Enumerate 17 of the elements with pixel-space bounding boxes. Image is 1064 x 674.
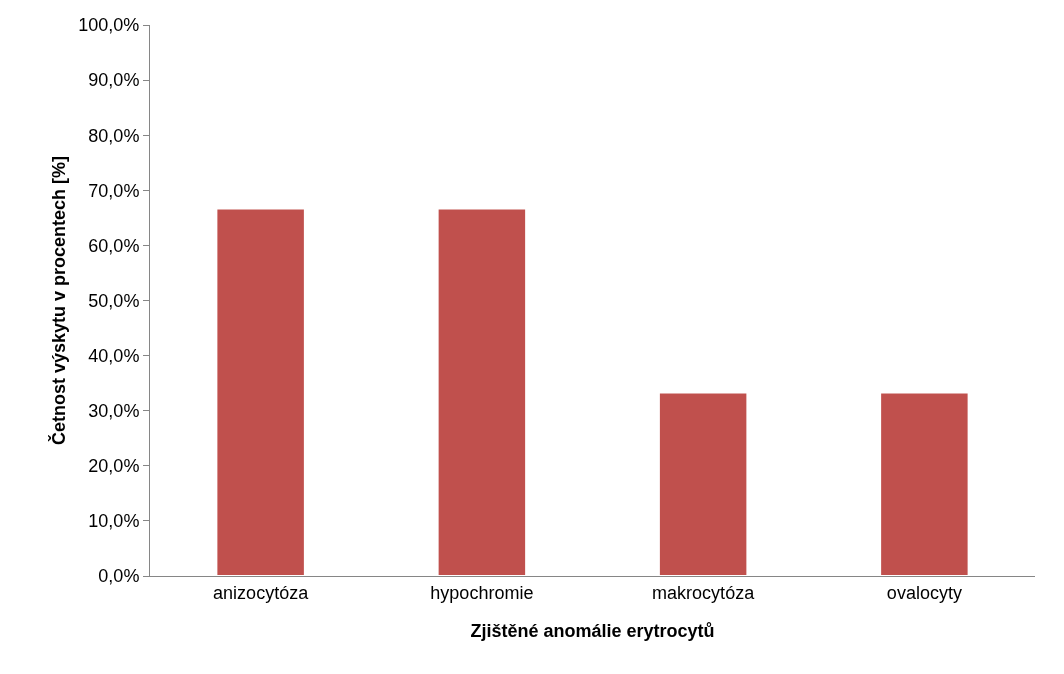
y-tick-label: 10,0%	[88, 511, 140, 532]
y-tick-label: 20,0%	[88, 456, 140, 477]
y-tick-label: 60,0%	[88, 235, 140, 256]
y-tick-label: 90,0%	[88, 70, 140, 91]
y-tick-label: 80,0%	[88, 125, 140, 146]
y-tick-label: 0,0%	[98, 566, 140, 587]
y-tick-label: 40,0%	[88, 345, 140, 366]
y-axis-title: Četnost výskytu v procentech [%]	[47, 155, 69, 446]
y-tick-label: 100,0%	[78, 15, 140, 36]
y-tick-label: 50,0%	[88, 290, 140, 311]
x-tick-label: ovalocyty	[886, 582, 962, 603]
x-axis-title: Zjištěné anomálie erytrocytů	[470, 620, 715, 641]
y-tick-label: 30,0%	[88, 401, 140, 421]
x-tick-label: makrocytóza	[652, 582, 756, 603]
y-tick-label: 70,0%	[88, 180, 140, 201]
x-tick-label: anizocytóza	[213, 582, 310, 603]
x-tick-label: hypochromie	[430, 582, 534, 603]
